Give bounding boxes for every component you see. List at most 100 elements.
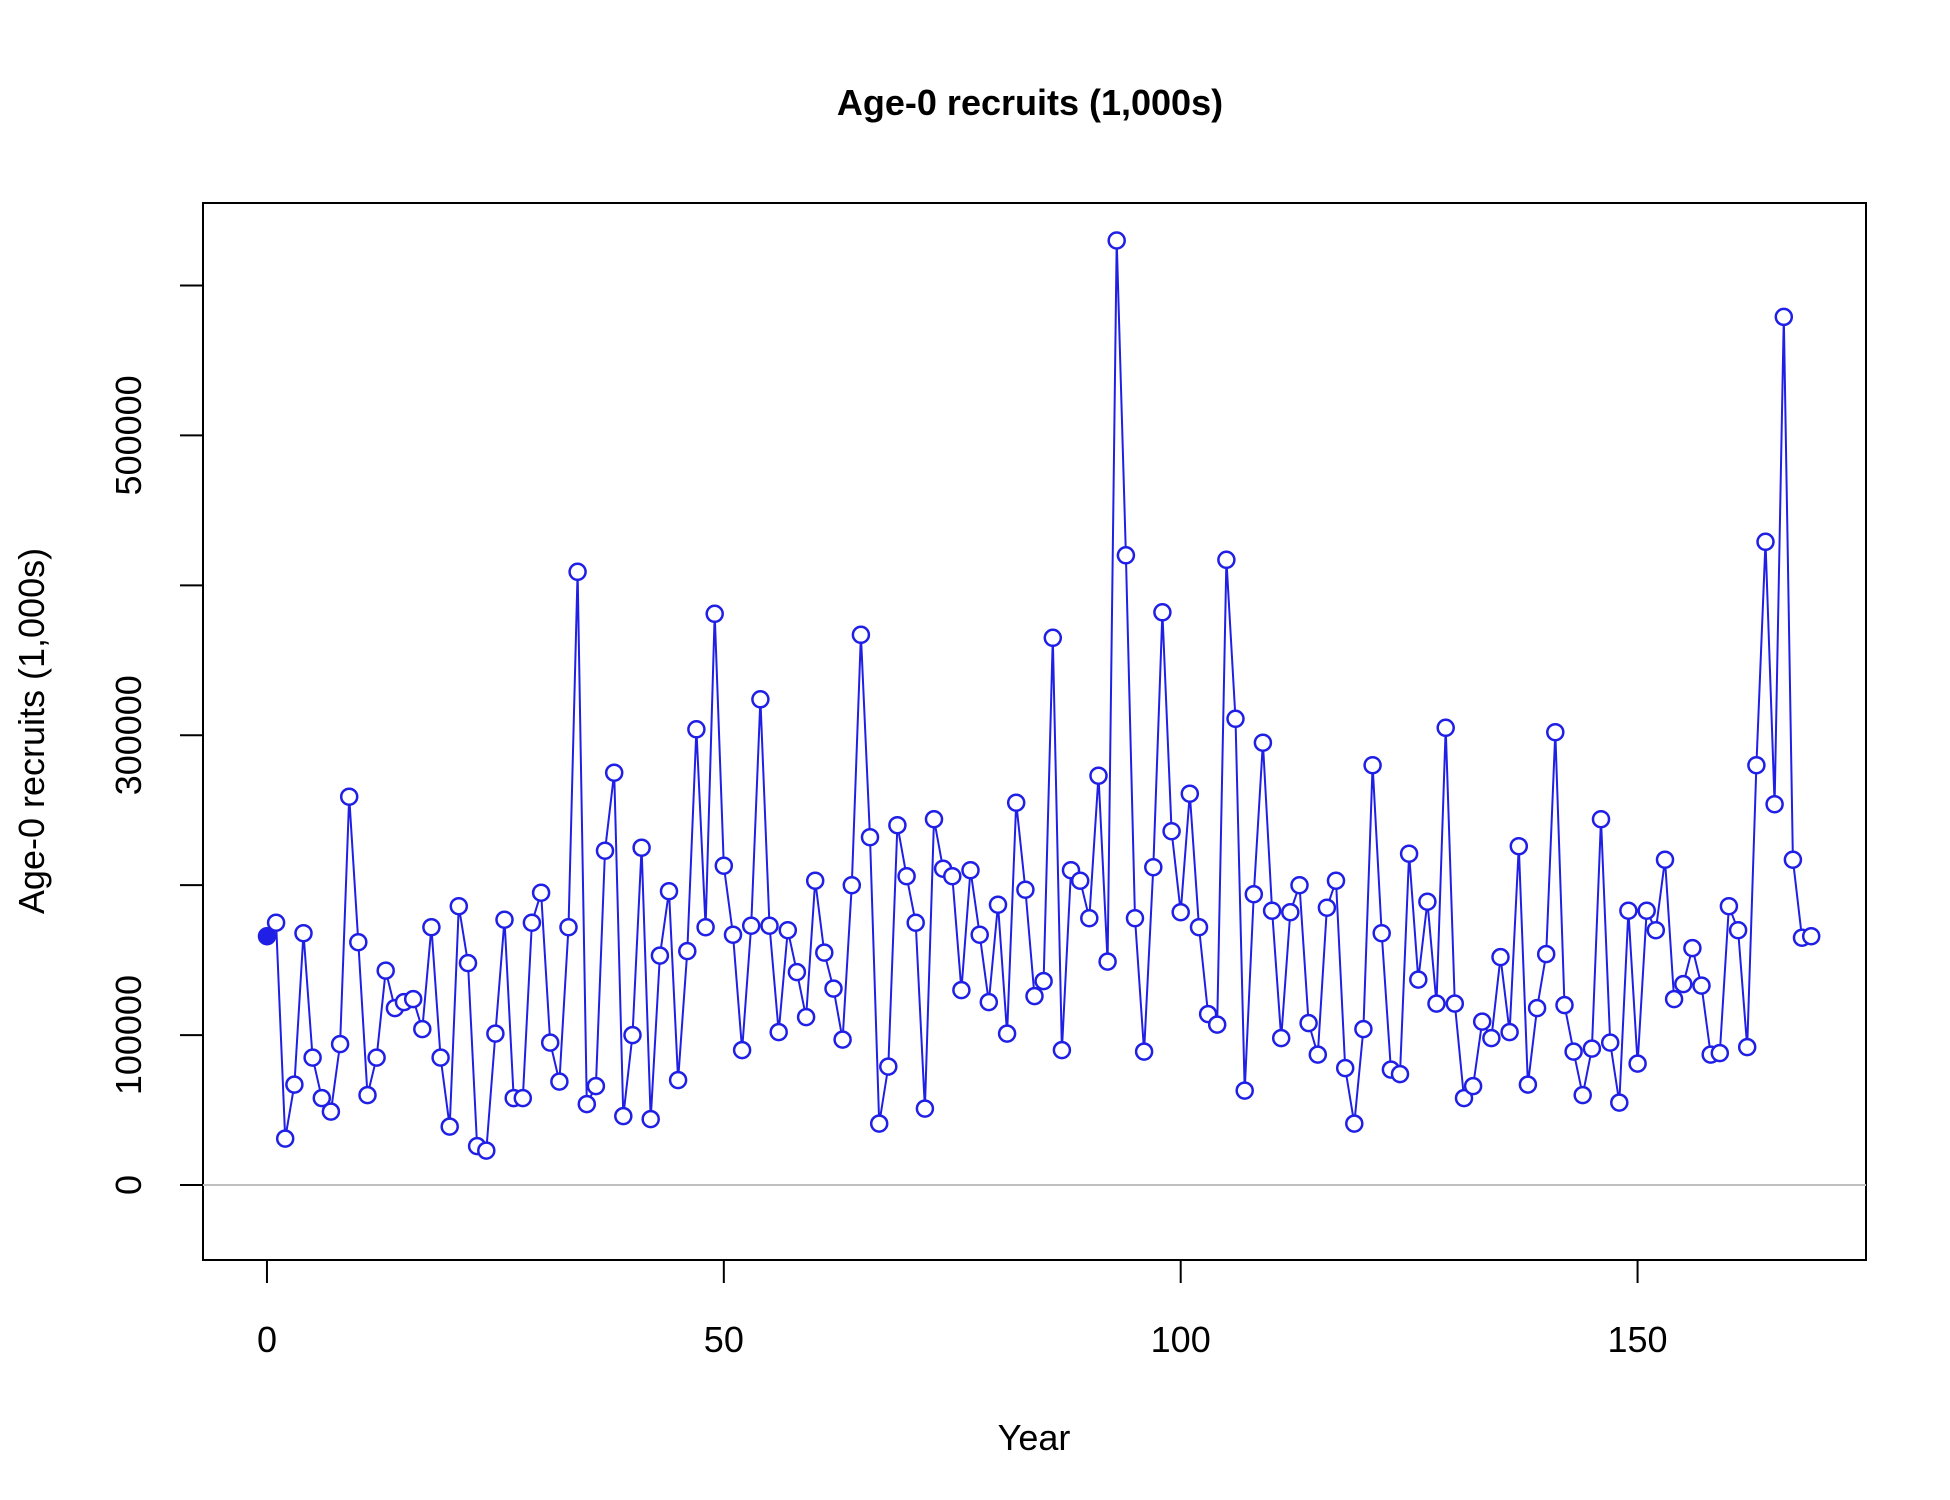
data-point (851, 625, 871, 645)
data-point (1144, 857, 1163, 877)
data-point (1180, 784, 1200, 803)
data-point (1472, 1012, 1492, 1031)
data-point (1728, 920, 1748, 940)
data-point (1646, 920, 1666, 940)
data-point (312, 1088, 332, 1108)
data-point (1527, 998, 1547, 1018)
data-point (1509, 836, 1529, 856)
data-point (1372, 923, 1391, 943)
data-point (1747, 755, 1766, 775)
y-axis: 0 100000 300000 500000 (108, 284, 203, 1195)
data-point (924, 809, 944, 829)
data-point (522, 913, 542, 932)
data-point (1217, 550, 1236, 570)
x-axis: 0 50 100 150 (257, 1260, 1668, 1360)
data-point (1262, 901, 1282, 920)
data-point (1546, 722, 1565, 742)
y-axis-title: Age-0 recruits (1,000s) (11, 548, 52, 914)
data-point (1555, 995, 1574, 1015)
data-point (257, 926, 277, 946)
data-point (422, 917, 441, 937)
data-point (577, 1094, 597, 1114)
data-point (330, 1034, 350, 1054)
data-point (568, 562, 587, 582)
y-tick-label: 100000 (108, 975, 149, 1095)
x-axis-title: Year (998, 1417, 1071, 1458)
x-tick-label: 100 (1151, 1319, 1211, 1360)
data-point (486, 1024, 505, 1043)
data-point (1354, 1019, 1373, 1039)
data-point (1308, 1045, 1328, 1064)
data-point (1591, 809, 1611, 829)
data-point (1107, 231, 1126, 250)
data-point (1710, 1043, 1730, 1063)
data-point (979, 992, 999, 1012)
data-point (1619, 901, 1638, 920)
data-point (477, 1141, 496, 1160)
data-point (659, 881, 679, 901)
y-tick-label: 500000 (108, 375, 149, 495)
data-point (440, 1117, 459, 1136)
data-point (1564, 1042, 1583, 1061)
data-point (1299, 1013, 1318, 1033)
data-point (1116, 546, 1136, 565)
data-point (1125, 908, 1145, 928)
data-point (431, 1048, 450, 1067)
data-point (860, 827, 880, 847)
data-point (1600, 1033, 1620, 1052)
data-point (687, 720, 706, 739)
data-point (796, 1007, 816, 1027)
data-point (1610, 1093, 1629, 1112)
data-point (303, 1048, 322, 1067)
data-point (1674, 974, 1693, 994)
data-point (1052, 1040, 1072, 1060)
data-point (787, 962, 807, 982)
data-point (1756, 532, 1775, 552)
data-point (1409, 970, 1428, 989)
plot-frame (202, 202, 1867, 1261)
data-point (961, 860, 980, 880)
data-point (595, 841, 615, 860)
data-point (906, 913, 925, 932)
y-tick-label: 300000 (108, 675, 149, 795)
data-point (339, 787, 359, 806)
data-point (458, 953, 478, 973)
data-point (641, 1109, 660, 1129)
data-point (1006, 793, 1026, 812)
series-line (266, 240, 1812, 1153)
data-point (842, 875, 862, 895)
data-point (1080, 908, 1099, 928)
data-point (275, 1129, 295, 1148)
data-point (751, 690, 770, 709)
data-point (1016, 880, 1035, 899)
data-point (285, 1075, 304, 1094)
data-point (513, 1088, 533, 1108)
data-point (915, 1099, 935, 1118)
data-point (879, 1057, 898, 1076)
data-point (1025, 986, 1044, 1006)
data-point (1290, 875, 1309, 895)
data-point (1345, 1114, 1364, 1133)
data-point (678, 941, 697, 961)
data-points (257, 231, 1821, 1160)
data-point (1207, 1015, 1227, 1034)
data-point (1235, 1081, 1254, 1100)
data-point (413, 1019, 432, 1039)
data-point (531, 883, 551, 902)
data-point (1363, 755, 1382, 775)
data-point (403, 989, 423, 1009)
data-point (540, 1033, 560, 1052)
data-point (1500, 1022, 1519, 1042)
data-point (614, 1106, 633, 1126)
data-point (997, 1024, 1017, 1043)
data-point (623, 1025, 642, 1045)
data-point (1399, 844, 1419, 863)
data-point (1418, 892, 1437, 911)
data-point (1655, 850, 1675, 869)
data-point (1482, 1028, 1501, 1048)
data-point (1664, 989, 1684, 1009)
data-point (559, 917, 578, 937)
data-point (1637, 901, 1656, 920)
data-point (321, 1102, 341, 1121)
